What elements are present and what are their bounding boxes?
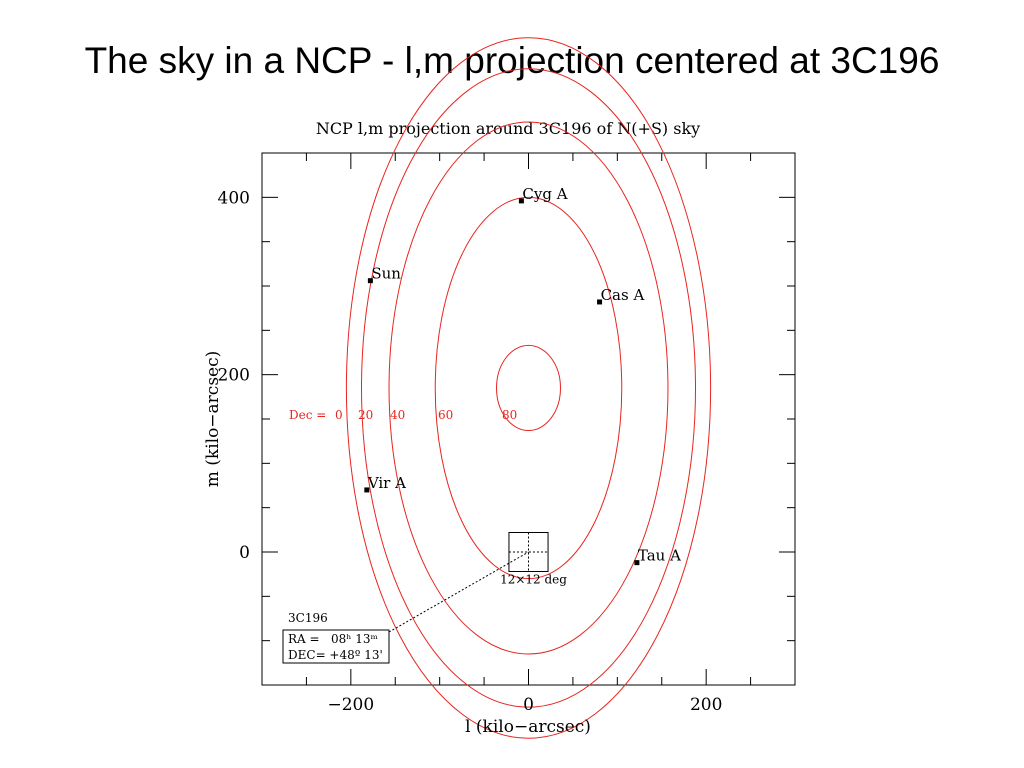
dec-label-0: 0 bbox=[335, 408, 343, 422]
reference-frame bbox=[282, 629, 390, 664]
source-label: Tau A bbox=[638, 547, 681, 565]
y-axis-label: m (kilo−arcsec) bbox=[203, 351, 223, 488]
dec-contour-40 bbox=[388, 121, 669, 655]
dec-contour-20 bbox=[360, 68, 697, 708]
x-tick-label: 0 bbox=[523, 695, 534, 715]
y-tick-label: 200 bbox=[218, 366, 250, 386]
field-box-label: 12×12 deg bbox=[500, 573, 567, 587]
slide-title: The sky in a NCP - l,m projection center… bbox=[84, 40, 940, 81]
dec-label-20: 20 bbox=[358, 408, 373, 422]
y-tick-label: 400 bbox=[218, 188, 250, 208]
x-tick-label: 200 bbox=[690, 695, 722, 715]
x-axis-label: l (kilo−arcsec) bbox=[465, 717, 591, 737]
reference-box: 3C196 RA = 08ʰ 13ᵐ DEC= +48º 13' bbox=[282, 611, 390, 664]
source-marker bbox=[597, 299, 603, 305]
dec-contour-0 bbox=[345, 37, 712, 739]
dec-label-60: 60 bbox=[438, 408, 453, 422]
x-tick-label: −200 bbox=[327, 695, 374, 715]
reference-leader-line bbox=[388, 551, 529, 633]
dec-label-80: 80 bbox=[502, 408, 517, 422]
source-label: Cyg A bbox=[522, 185, 567, 203]
source-marker bbox=[364, 487, 370, 493]
chart-title: NCP l,m projection around 3C196 of N(+S)… bbox=[316, 119, 700, 138]
reference-ra: RA = 08ʰ 13ᵐ bbox=[288, 632, 378, 646]
dec-label-prefix: Dec = bbox=[289, 408, 330, 422]
dec-contour-80 bbox=[496, 344, 561, 432]
source-marker bbox=[634, 560, 640, 566]
source-marker bbox=[518, 198, 524, 204]
reference-name: 3C196 bbox=[288, 611, 328, 625]
source-marker bbox=[367, 278, 373, 284]
y-tick-label: 0 bbox=[239, 543, 250, 563]
dec-label-40: 40 bbox=[390, 408, 405, 422]
source-label: Cas A bbox=[601, 286, 645, 304]
dec-contour-60 bbox=[434, 196, 623, 580]
source-label: Sun bbox=[371, 265, 401, 283]
contour-labels: Dec = 0 20 40 60 80 bbox=[289, 408, 517, 422]
source-label: Vir A bbox=[367, 474, 406, 492]
reference-dec: DEC= +48º 13' bbox=[288, 648, 383, 662]
